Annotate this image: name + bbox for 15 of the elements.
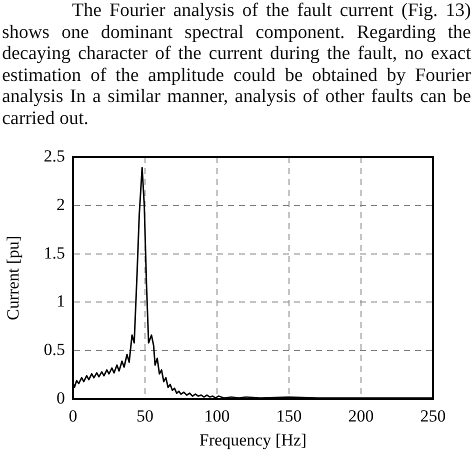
y-tick-label: 1: [56, 292, 65, 311]
y-axis-title: Current [pu]: [4, 236, 23, 320]
y-tick-label: 0.5: [44, 340, 65, 360]
y-tick-label: 2.5: [44, 146, 65, 166]
text: The Fourier analysis of the fault current (Fig. 13) shows one dominant spectral component. Regarding the decaying character of the current during the fault, no exact estimation of the amplitude could be obtained by Fourier analysis In a similar manner, analysis of other faults can be carried out.: [2, 0, 471, 129]
x-tick-label: 0: [68, 406, 78, 426]
y-tick-label: 2: [56, 194, 65, 214]
x-tick-label: 100: [204, 406, 230, 426]
y-tick-label: 1.5: [44, 243, 65, 262]
x-tick-label: 150: [276, 406, 302, 426]
x-tick-label: 200: [348, 406, 374, 426]
x-axis-title: Frequency [Hz]: [199, 430, 307, 450]
x-tick-label: 250: [420, 406, 446, 426]
x-tick-label: 50: [136, 406, 154, 426]
y-tick-label: 0: [56, 388, 65, 408]
